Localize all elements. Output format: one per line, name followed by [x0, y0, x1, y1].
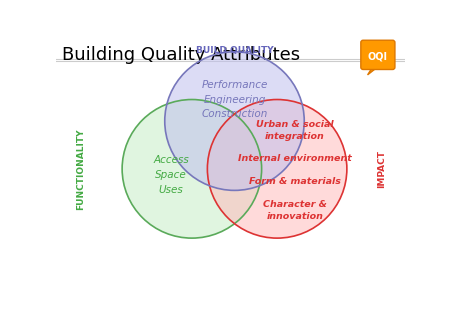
Polygon shape: [368, 66, 379, 75]
Text: OQI: OQI: [368, 52, 388, 61]
Circle shape: [122, 100, 261, 238]
Circle shape: [165, 52, 304, 190]
Text: Access
Space
Uses: Access Space Uses: [153, 155, 189, 195]
Text: BUILD QUALITY: BUILD QUALITY: [196, 46, 273, 55]
Text: Performance
Engineering
Construction: Performance Engineering Construction: [201, 80, 268, 119]
Text: Building Quality Attributes: Building Quality Attributes: [63, 46, 301, 64]
Text: IMPACT: IMPACT: [377, 150, 386, 188]
Text: FUNCTIONALITY: FUNCTIONALITY: [76, 128, 86, 210]
Text: Urban & social
integration

Internal environment

Form & materials

Character &
: Urban & social integration Internal envi…: [238, 120, 352, 221]
Circle shape: [207, 100, 347, 238]
FancyBboxPatch shape: [361, 40, 395, 70]
